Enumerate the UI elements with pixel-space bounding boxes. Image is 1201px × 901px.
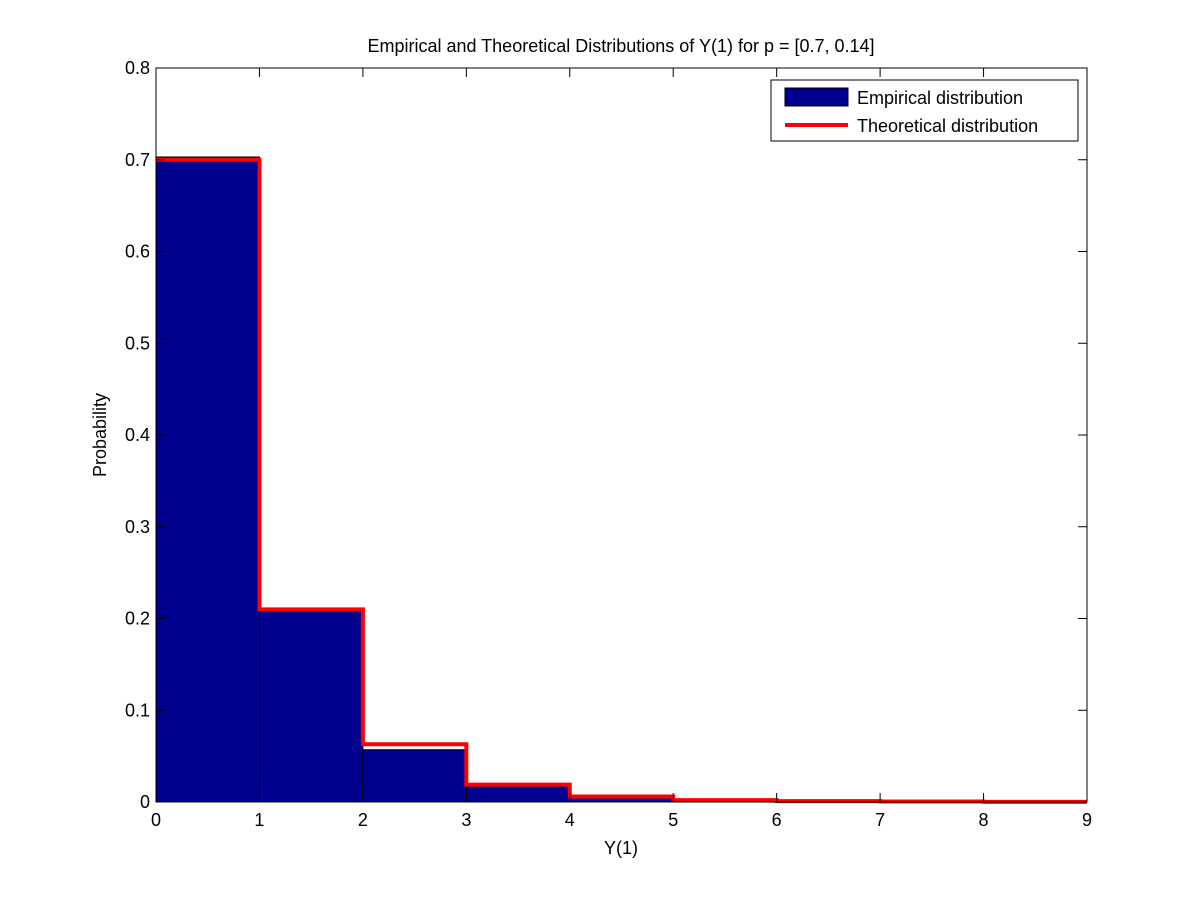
y-tick-label: 0.5 <box>125 333 150 353</box>
x-tick-label: 8 <box>979 810 989 830</box>
legend-empirical-label: Empirical distribution <box>857 88 1023 108</box>
y-tick-label: 0.6 <box>125 242 150 262</box>
empirical-bar <box>362 749 467 803</box>
x-tick-label: 6 <box>772 810 782 830</box>
y-tick-label: 0.3 <box>125 517 150 537</box>
chart-title: Empirical and Theoretical Distributions … <box>367 36 874 56</box>
x-tick-label: 7 <box>875 810 885 830</box>
y-tick-label: 0.4 <box>125 425 150 445</box>
legend: Empirical distribution Theoretical distr… <box>770 79 1079 142</box>
legend-theoretical-label: Theoretical distribution <box>857 116 1038 136</box>
legend-empirical-swatch <box>784 87 849 107</box>
y-tick-label: 0.1 <box>125 700 150 720</box>
y-axis-ticks: 0 0.1 0.2 0.3 0.4 0.5 0.6 0.7 0.8 <box>125 58 1087 812</box>
x-axis-ticks: 0 1 2 3 4 5 6 7 8 9 <box>151 68 1092 830</box>
y-axis-label: Probability <box>90 393 110 477</box>
x-tick-label: 5 <box>668 810 678 830</box>
x-tick-label: 1 <box>254 810 264 830</box>
y-tick-label: 0 <box>140 792 150 812</box>
y-tick-label: 0.8 <box>125 58 150 78</box>
y-tick-label: 0.2 <box>125 609 150 629</box>
x-tick-label: 9 <box>1082 810 1092 830</box>
x-tick-label: 3 <box>461 810 471 830</box>
x-tick-label: 2 <box>358 810 368 830</box>
y-tick-label: 0.7 <box>125 150 150 170</box>
x-tick-label: 0 <box>151 810 161 830</box>
empirical-bar <box>465 784 571 803</box>
x-axis-label: Y(1) <box>604 838 638 858</box>
x-tick-label: 4 <box>565 810 575 830</box>
empirical-bar <box>155 156 260 803</box>
empirical-bar <box>258 609 364 803</box>
